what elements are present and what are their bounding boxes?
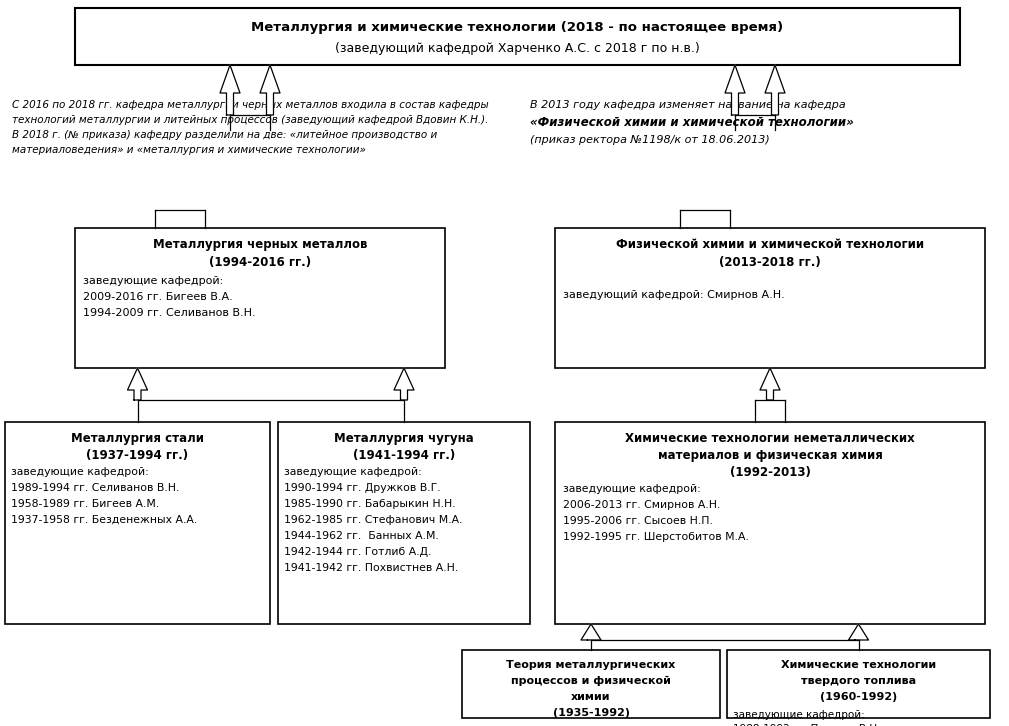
Text: 1985-1990 гг. Бабарыкин Н.Н.: 1985-1990 гг. Бабарыкин Н.Н. [284, 499, 456, 509]
Text: заведующие кафедрой:: заведующие кафедрой: [83, 276, 223, 286]
Text: 1942-1944 гг. Готлиб А.Д.: 1942-1944 гг. Готлиб А.Д. [284, 547, 432, 557]
Bar [278, 422, 530, 624]
Text: (1941-1994 гг.): (1941-1994 гг.) [353, 449, 455, 462]
Text: С 2016 по 2018 гг. кафедра металлургии черных металлов входила в состав кафедры: С 2016 по 2018 гг. кафедра металлургии ч… [12, 100, 488, 110]
Text: (1937-1994 гг.): (1937-1994 гг.) [87, 449, 189, 462]
Text: 1937-1958 гг. Безденежных А.А.: 1937-1958 гг. Безденежных А.А. [11, 515, 197, 525]
Text: Металлургия стали: Металлургия стали [71, 432, 204, 445]
Text: 2009-2016 гг. Бигеев В.А.: 2009-2016 гг. Бигеев В.А. [83, 292, 233, 302]
Polygon shape [394, 368, 414, 400]
Text: материаловедения» и «металлургия и химические технологии»: материаловедения» и «металлургия и химич… [12, 145, 366, 155]
Text: Химические технологии: Химические технологии [781, 660, 936, 670]
Polygon shape [849, 624, 869, 640]
Text: Металлургия чугуна: Металлургия чугуна [334, 432, 474, 445]
Text: 2006-2013 гг. Смирнов А.Н.: 2006-2013 гг. Смирнов А.Н. [563, 500, 720, 510]
Text: (1994-2016 гг.): (1994-2016 гг.) [209, 256, 311, 269]
Bar [555, 228, 985, 368]
Text: 1990-1994 гг. Дружков В.Г.: 1990-1994 гг. Дружков В.Г. [284, 483, 441, 493]
Text: твердого топлива: твердого топлива [801, 676, 916, 686]
Text: заведующий кафедрой: Смирнов А.Н.: заведующий кафедрой: Смирнов А.Н. [563, 290, 785, 300]
Text: Металлургия и химические технологии (2018 - по настоящее время): Металлургия и химические технологии (201… [251, 21, 784, 34]
Text: (1992-2013): (1992-2013) [730, 466, 810, 479]
Text: заведующие кафедрой:: заведующие кафедрой: [11, 467, 148, 477]
Text: заведующие кафедрой:: заведующие кафедрой: [563, 484, 700, 494]
Text: 1995-2006 гг. Сысоев Н.П.: 1995-2006 гг. Сысоев Н.П. [563, 516, 713, 526]
Polygon shape [760, 368, 780, 400]
Text: Химические технологии неметаллических: Химические технологии неметаллических [626, 432, 915, 445]
Text: технологий металлургии и литейных процессов (заведующий кафедрой Вдовин К.Н.).: технологий металлургии и литейных процес… [12, 115, 488, 125]
Bar [5, 422, 270, 624]
Text: Теория металлургических: Теория металлургических [507, 660, 676, 670]
Text: 1988-1992 гг. Петухов В.Н.: 1988-1992 гг. Петухов В.Н. [733, 724, 881, 726]
Text: (заведующий кафедрой Харченко А.С. с 2018 г по н.в.): (заведующий кафедрой Харченко А.С. с 201… [335, 42, 700, 55]
Polygon shape [725, 65, 745, 115]
Polygon shape [581, 624, 601, 640]
Text: процессов и физической: процессов и физической [512, 676, 671, 686]
Bar [75, 8, 960, 65]
Polygon shape [220, 65, 240, 115]
Polygon shape [260, 65, 281, 115]
Bar [555, 422, 985, 624]
Text: 1994-2009 гг. Селиванов В.Н.: 1994-2009 гг. Селиванов В.Н. [83, 308, 255, 318]
Text: (1935-1992): (1935-1992) [553, 708, 630, 718]
Text: заведующие кафедрой:: заведующие кафедрой: [284, 467, 422, 477]
Polygon shape [127, 368, 147, 400]
Bar [75, 228, 445, 368]
Text: 1941-1942 гг. Похвистнев А.Н.: 1941-1942 гг. Похвистнев А.Н. [284, 563, 458, 573]
Text: Металлургия черных металлов: Металлургия черных металлов [152, 238, 367, 251]
Bar [462, 650, 720, 718]
Text: «Физической химии и химической технологии»: «Физической химии и химической технологи… [530, 116, 854, 129]
Text: 1962-1985 гг. Стефанович М.А.: 1962-1985 гг. Стефанович М.А. [284, 515, 462, 525]
Text: 1989-1994 гг. Селиванов В.Н.: 1989-1994 гг. Селиванов В.Н. [11, 483, 180, 493]
Text: Физической химии и химической технологии: Физической химии и химической технологии [615, 238, 924, 251]
Text: 1992-1995 гг. Шерстобитов М.А.: 1992-1995 гг. Шерстобитов М.А. [563, 532, 749, 542]
Bar [727, 650, 990, 718]
Text: (1960-1992): (1960-1992) [820, 692, 897, 702]
Text: 1944-1962 гг.  Банных А.М.: 1944-1962 гг. Банных А.М. [284, 531, 439, 541]
Text: материалов и физическая химия: материалов и физическая химия [658, 449, 883, 462]
Text: 1958-1989 гг. Бигеев А.М.: 1958-1989 гг. Бигеев А.М. [11, 499, 159, 509]
Polygon shape [765, 65, 785, 115]
Text: В 2018 г. (№ приказа) кафедру разделили на две: «литейное производство и: В 2018 г. (№ приказа) кафедру разделили … [12, 130, 437, 140]
Text: В 2013 году кафедра изменяет название на кафедра: В 2013 году кафедра изменяет название на… [530, 100, 846, 110]
Text: (приказ ректора №1198/к от 18.06.2013): (приказ ректора №1198/к от 18.06.2013) [530, 135, 770, 145]
Text: химии: химии [571, 692, 610, 702]
Text: (2013-2018 гг.): (2013-2018 гг.) [719, 256, 821, 269]
Text: заведующие кафедрой:: заведующие кафедрой: [733, 710, 865, 720]
